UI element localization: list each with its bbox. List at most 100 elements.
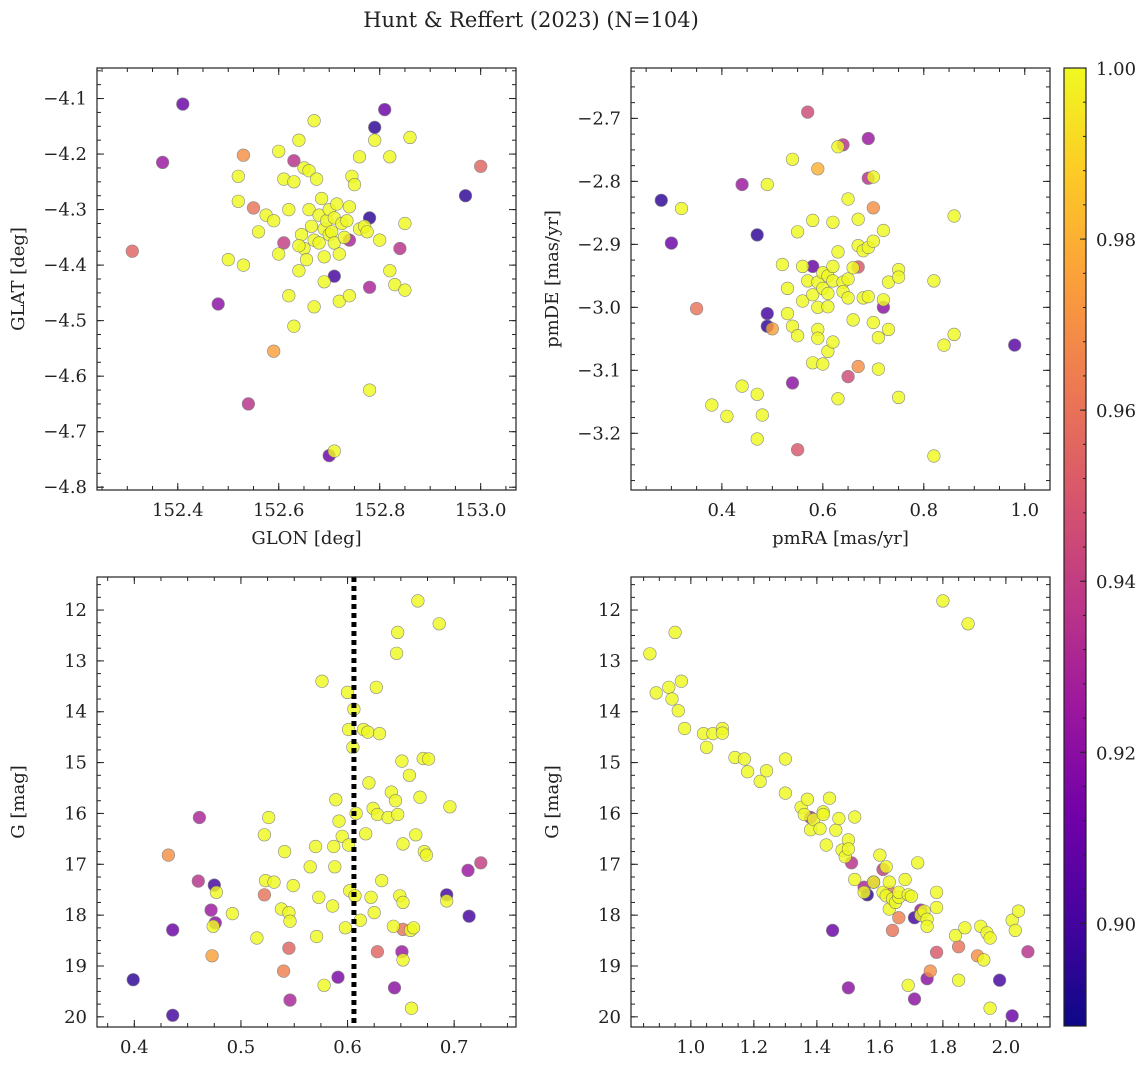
y-axis-label: pmDE [mas/yr] [542, 210, 563, 348]
data-point [292, 133, 306, 147]
data-point [790, 225, 805, 239]
data-point [383, 264, 397, 278]
data-point [327, 839, 341, 854]
data-point [819, 838, 833, 852]
data-point [474, 159, 488, 173]
data-point [811, 331, 825, 345]
data-point [654, 193, 668, 207]
data-point [866, 315, 880, 330]
data-point [841, 981, 856, 995]
colorbar-tick-label: 0.96 [1096, 401, 1136, 422]
x-tick-label: 1.0 [677, 1037, 706, 1058]
y-tick-label: −4.2 [43, 144, 87, 165]
data-point [407, 921, 421, 935]
data-point [806, 288, 820, 302]
data-point [832, 811, 846, 826]
data-point [806, 213, 820, 227]
data-point [221, 253, 235, 267]
data-point [340, 214, 354, 228]
data-point [325, 225, 339, 239]
data-point [304, 219, 319, 233]
data-point [282, 289, 296, 303]
data-point [881, 322, 896, 337]
data-point [391, 807, 405, 822]
data-point [977, 953, 991, 967]
data-point [813, 822, 827, 836]
data-point [378, 102, 392, 117]
data-point [983, 1001, 997, 1015]
data-point [422, 752, 436, 766]
data-point [272, 247, 286, 261]
data-point [665, 692, 679, 706]
data-point [753, 774, 767, 789]
y-tick-label: 14 [598, 702, 621, 723]
data-point [947, 209, 961, 223]
data-point [816, 807, 830, 822]
data-point [307, 300, 321, 314]
axes-frame [96, 576, 517, 1028]
y-axis-label: G [mag] [542, 765, 563, 838]
data-point [778, 752, 793, 766]
data-point [848, 810, 862, 824]
data-point [800, 792, 815, 806]
data-point [205, 949, 219, 963]
data-point [689, 302, 704, 316]
data-point [191, 874, 205, 888]
data-point [236, 148, 250, 162]
y-tick-label: −3.2 [577, 423, 621, 444]
data-point [302, 164, 316, 178]
y-tick-label: 20 [598, 1007, 621, 1028]
data-point [780, 307, 795, 321]
data-point [936, 594, 950, 608]
data-point [735, 379, 749, 393]
data-point [283, 993, 297, 1007]
data-point [1005, 1009, 1019, 1023]
data-point [778, 786, 793, 800]
data-point [846, 261, 860, 275]
data-point [209, 885, 223, 899]
panel-pmra-pmde: 0.4 0.6 0.8 1.0 −2.7 −2.8 −2.9 −3.0 −3.1 −3.2 pmRA… [542, 67, 1051, 549]
data-point [735, 177, 749, 192]
data-point [947, 327, 961, 342]
data-point [790, 443, 805, 457]
data-point [775, 257, 790, 272]
data-point [929, 885, 944, 899]
x-tick-label: 0.6 [333, 1037, 362, 1058]
data-point [1008, 923, 1022, 938]
data-point [236, 258, 250, 272]
data-point [327, 269, 341, 283]
data-point [287, 319, 301, 333]
data-point [671, 704, 685, 718]
data-point [759, 764, 774, 778]
data-point [267, 875, 281, 889]
data-point [927, 449, 941, 463]
data-point [402, 768, 417, 782]
figure-title: Hunt & Reffert (2023) (N=104) [363, 8, 699, 32]
data-point [699, 740, 714, 754]
data-point [267, 344, 281, 358]
y-tick-label: 13 [64, 651, 87, 672]
data-point [873, 848, 887, 862]
data-point [359, 827, 373, 841]
data-point [760, 177, 774, 192]
data-point [923, 964, 937, 978]
data-point [262, 810, 276, 825]
data-point [267, 214, 281, 228]
colorbar-tick-label: 0.94 [1096, 572, 1136, 593]
data-point [948, 928, 963, 943]
data-point [211, 297, 225, 311]
data-point [826, 215, 840, 229]
data-point [760, 307, 774, 321]
data-point [866, 234, 880, 248]
data-point [272, 144, 286, 158]
data-point [391, 625, 405, 640]
data-point [841, 272, 855, 286]
data-point [879, 860, 893, 874]
data-point [278, 844, 292, 859]
data-point [443, 800, 457, 814]
data-point [283, 914, 297, 928]
data-point [361, 725, 375, 739]
data-point [332, 247, 346, 261]
data-point [312, 890, 326, 904]
data-point [126, 973, 140, 987]
